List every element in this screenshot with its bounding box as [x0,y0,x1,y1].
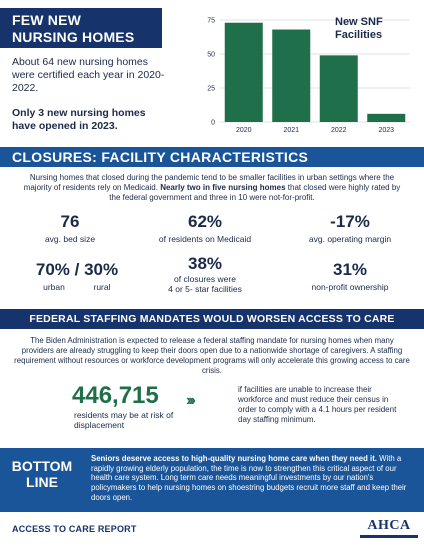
logo-text: AHCA [360,518,418,534]
intro-highlight: Only 3 new nursing homes have opened in … [12,107,172,133]
staffing-title: FEDERAL STAFFING MANDATES WOULD WORSEN A… [0,310,424,328]
stat-urban-rural-value: 70% / 30% [22,260,132,280]
stat-bed-size-label: avg. bed size [20,234,120,244]
x-tick-label: 2020 [236,127,252,134]
stat-operating-margin-label: avg. operating margin [285,234,415,244]
stat-operating-margin-value: -17% [290,212,410,232]
displacement-label: residents may be at risk of displacement [74,410,194,430]
closures-desc-bold: Nearly two in five nursing homes [160,183,285,192]
bar-2022 [320,55,358,122]
y-tick-label: 25 [207,86,215,93]
stat-medicaid-label: of residents on Medicaid [140,234,270,244]
ahca-logo: AHCA [360,518,418,542]
bottom-title-line-2: LINE [4,474,80,490]
x-tick-label: 2021 [283,127,299,134]
footer-report-title: ACCESS TO CARE REPORT [12,524,137,534]
stat-bed-size-value: 76 [20,212,120,232]
stat-rural-label: rural [82,282,122,292]
logo-underline [360,535,418,538]
closures-title: CLOSURES: FACILITY CHARACTERISTICS [12,148,308,166]
bottom-line-text: Seniors deserve access to high-quality n… [91,454,416,503]
stat-star-rating-label-1: of closures were [145,274,265,284]
chevron-right-icon: ››› [186,392,193,410]
staffing-condition-text: if facilities are unable to increase the… [238,385,408,425]
stat-nonprofit-label: non-profit ownership [285,282,415,292]
bar-2023 [367,114,405,122]
stat-medicaid-value: 62% [150,212,260,232]
y-tick-label: 0 [211,120,215,127]
bar-2020 [225,23,263,122]
staffing-description: The Biden Administration is expected to … [14,336,410,376]
chart-title: New SNF Facilities [335,16,410,42]
stat-star-rating-value: 38% [155,254,255,274]
title-line-1: FEW NEW [12,12,162,29]
stat-nonprofit-value: 31% [295,260,405,280]
bar-2021 [272,30,310,122]
section-title-few-new-nursing-homes: FEW NEW NURSING HOMES [0,8,162,48]
bottom-title-line-1: BOTTOM [4,458,80,474]
bottom-line-bold: Seniors deserve access to high-quality n… [91,454,377,463]
bottom-line-title: BOTTOM LINE [4,458,80,490]
x-tick-label: 2022 [331,127,347,134]
stat-urban-label: urban [34,282,74,292]
intro-text: About 64 new nursing homes were certifie… [12,56,172,95]
y-tick-label: 50 [207,52,215,59]
title-line-2: NURSING HOMES [12,29,162,46]
stat-star-rating-label-2: 4 or 5- star facilities [145,284,265,294]
closures-description: Nursing homes that closed during the pan… [18,173,406,203]
x-tick-label: 2023 [378,127,394,134]
displacement-number: 446,715 [72,383,159,409]
y-tick-label: 75 [207,18,215,25]
